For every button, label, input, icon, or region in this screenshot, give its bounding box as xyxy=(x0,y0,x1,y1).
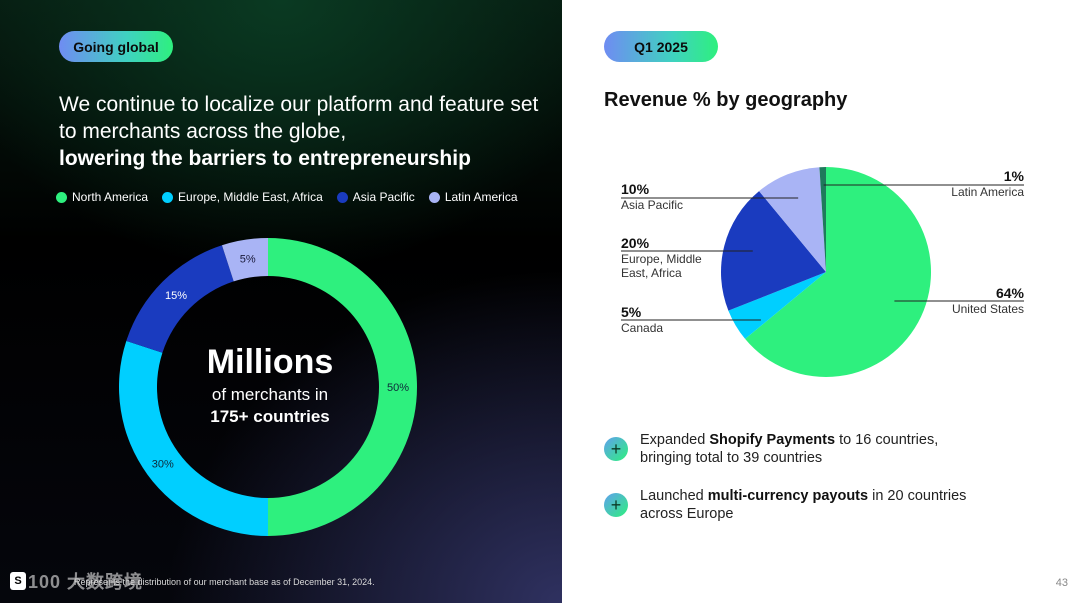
bullet-pre: Launched xyxy=(640,488,708,504)
watermark: 100 大数跨境 xyxy=(28,572,144,592)
pie-slice-asia-pacific xyxy=(759,167,826,272)
legend-dot xyxy=(56,191,67,203)
pie-slice-canada xyxy=(728,272,826,339)
label-name: Europe, Middle East, Africa xyxy=(621,252,702,280)
bullet-post: in 20 countries across Europe xyxy=(640,488,967,522)
donut-center-text: Millions of merchants in 175+ countries xyxy=(170,340,370,428)
bullet-text: Expanded Shopify Payments to 16 countrie… xyxy=(640,431,970,467)
plus-icon: + xyxy=(604,493,628,517)
donut-slice-europe-middle-east-africa xyxy=(118,340,268,536)
label-canada: 5% Canada xyxy=(621,303,663,335)
quarter-badge: Q1 2025 xyxy=(604,31,718,62)
headline-bold: lowering the barriers to entrepreneurshi… xyxy=(59,147,471,170)
label-emea: 20% Europe, Middle East, Africa xyxy=(621,234,721,280)
label-pct: 64% xyxy=(995,285,1024,301)
label-pct: 1% xyxy=(1003,168,1024,184)
pie-slice-united-states xyxy=(745,167,932,377)
label-pct: 10% xyxy=(621,181,650,197)
donut-slice-asia-pacific xyxy=(126,245,234,353)
headline: We continue to localize our platform and… xyxy=(59,91,539,172)
revenue-pie-chart xyxy=(621,167,1024,377)
donut-label-asia-pacific: 15% xyxy=(165,290,187,302)
bullet-shopify-payments: + Expanded Shopify Payments to 16 countr… xyxy=(604,431,970,467)
label-name: Canada xyxy=(621,321,664,335)
label-asia-pacific: 10% Asia Pacific xyxy=(621,180,683,212)
shopify-logo-icon: S xyxy=(10,572,26,590)
center-sub2: 175+ countries xyxy=(210,407,330,426)
donut-label-europe-middle-east-africa: 30% xyxy=(152,458,174,470)
legend-label: Asia Pacific xyxy=(352,190,415,204)
legend-dot xyxy=(336,191,348,203)
bullet-post: to 16 countries, bringing total to 39 co… xyxy=(640,432,939,466)
legend-label: North America xyxy=(72,190,149,204)
label-name: United States xyxy=(951,302,1024,316)
left-panel: Going global We continue to localize our… xyxy=(0,0,562,603)
label-pct: 5% xyxy=(621,304,642,320)
center-sub1: of merchants in xyxy=(211,385,329,404)
center-big: Millions xyxy=(206,343,334,381)
bullet-bold: Shopify Payments xyxy=(709,432,836,448)
chart-title: Revenue % by geography xyxy=(604,89,848,111)
headline-regular: We continue to localize our platform and… xyxy=(59,93,539,143)
legend-dot xyxy=(428,191,440,203)
going-global-badge: Going global xyxy=(59,31,173,62)
donut-label-latin-america: 5% xyxy=(240,254,256,266)
legend-dot xyxy=(162,191,174,203)
pie-slice-latin-america xyxy=(819,167,826,272)
legend-label: Latin America xyxy=(444,190,518,204)
page-number: 43 xyxy=(1055,577,1068,589)
legend-north-america: North America xyxy=(56,190,148,204)
legend-europe-middle-east-africa: Europe, Middle East, Africa xyxy=(162,190,323,204)
label-latin-america: 1% Latin America xyxy=(951,167,1024,199)
pie-slice-europe-middle-east-africa xyxy=(721,191,826,311)
legend-label: Europe, Middle East, Africa xyxy=(178,190,323,204)
donut-legend: North America Europe, Middle East, Africa… xyxy=(56,190,518,204)
right-panel: Q1 2025 Revenue % by geography 10% Asia … xyxy=(562,0,1080,603)
legend-asia-pacific: Asia Pacific xyxy=(336,190,415,204)
bullet-pre: Expanded xyxy=(640,432,710,448)
label-name: Latin America xyxy=(951,185,1024,199)
label-pct: 20% xyxy=(621,235,650,251)
donut-label-north-america: 50% xyxy=(387,382,409,394)
donut-slice-latin-america xyxy=(221,238,268,282)
bullet-multi-currency: + Launched multi-currency payouts in 20 … xyxy=(604,487,990,523)
footnote: Represents the distribution of our merch… xyxy=(74,577,375,587)
bullet-bold: multi-currency payouts xyxy=(707,488,869,504)
merchant-donut-chart: 50% 30% 15% 5% xyxy=(118,238,417,536)
bullet-text: Launched multi-currency payouts in 20 co… xyxy=(640,487,990,523)
plus-icon: + xyxy=(604,437,628,461)
legend-latin-america: Latin America xyxy=(428,190,518,204)
label-name: Asia Pacific xyxy=(621,198,684,212)
label-united-states: 64% United States xyxy=(952,284,1024,316)
donut-slice-north-america xyxy=(268,238,417,536)
